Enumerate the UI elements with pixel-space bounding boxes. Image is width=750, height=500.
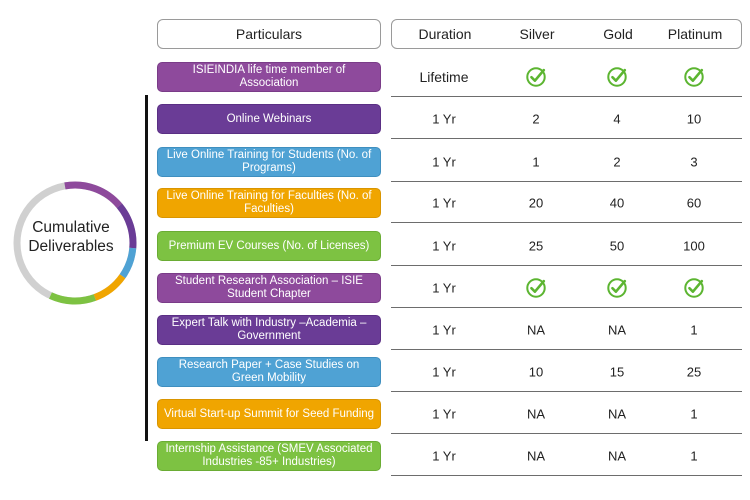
row-label: Virtual Start-up Summit for Seed Funding [157, 399, 381, 429]
row-label-text: Online Webinars [226, 112, 312, 125]
row-label: Expert Talk with Industry –Academia – Go… [157, 315, 381, 345]
row-label: Online Webinars [157, 104, 381, 134]
row-separator [391, 265, 742, 266]
row-label-text: Internship Assistance (SMEV Associated I… [165, 443, 373, 468]
cumulative-deliverables-label: Cumulative Deliverables [28, 219, 114, 255]
row-separator [391, 349, 742, 350]
cumulative-ring [12, 172, 138, 314]
row-separator [391, 391, 742, 392]
row-label-text: ISIEINDIA life time member of Associatio… [192, 64, 346, 89]
row-label-text: Live Online Training for Students (No. o… [166, 149, 372, 174]
row-label-text: Premium EV Courses (No. of Licenses) [168, 239, 370, 252]
cell-duration: 1 Yr [432, 238, 456, 254]
cell-silver: NA [526, 406, 546, 422]
header-particulars-label: Particulars [235, 26, 303, 42]
cell-gold: 4 [613, 111, 621, 127]
row-label: ISIEINDIA life time member of Associatio… [157, 62, 381, 92]
row-label-text: Student Research Association – ISIE Stud… [175, 275, 363, 300]
header-plans: Duration Silver Gold Platinum [391, 19, 742, 49]
cell-duration: 1 Yr [432, 448, 456, 464]
row-separator [391, 433, 742, 434]
cell-silver: NA [526, 448, 546, 464]
header-duration: Duration [418, 26, 472, 42]
cell-silver: 20 [528, 195, 544, 211]
check-icon [606, 277, 628, 299]
cell-gold: 50 [609, 238, 625, 254]
cell-gold: NA [607, 406, 627, 422]
row-separator [391, 96, 742, 97]
row-label: Live Online Training for Students (No. o… [157, 147, 381, 177]
cell-gold: 40 [609, 195, 625, 211]
header-silver: Silver [519, 26, 555, 42]
header-platinum: Platinum [667, 26, 723, 42]
cell-gold: 15 [609, 364, 625, 380]
cell-silver: 2 [532, 111, 540, 127]
section-divider-bar [145, 95, 148, 441]
cell-platinum: 3 [690, 154, 698, 170]
cell-silver: NA [526, 322, 546, 338]
cell-silver: 1 [532, 154, 540, 170]
check-icon [525, 277, 547, 299]
row-label: Live Online Training for Faculties (No. … [157, 188, 381, 218]
cell-silver: 25 [528, 238, 544, 254]
cell-gold: NA [607, 322, 627, 338]
cell-platinum: 60 [686, 195, 702, 211]
check-icon [525, 66, 547, 88]
cell-gold: NA [607, 448, 627, 464]
cell-platinum: 100 [683, 238, 705, 254]
row-separator [391, 222, 742, 223]
cell-platinum: 1 [690, 448, 698, 464]
row-separator [391, 307, 742, 308]
row-separator [391, 181, 742, 182]
header-particulars: Particulars [157, 19, 381, 49]
cell-duration: 1 Yr [432, 406, 456, 422]
cell-duration: 1 Yr [432, 322, 456, 338]
row-label-text: Live Online Training for Faculties (No. … [166, 190, 372, 215]
cell-duration: 1 Yr [432, 154, 456, 170]
cell-silver: 10 [528, 364, 544, 380]
row-separator [391, 475, 742, 476]
header-gold: Gold [603, 26, 633, 42]
check-icon [683, 277, 705, 299]
row-label: Premium EV Courses (No. of Licenses) [157, 231, 381, 261]
cell-duration: 1 Yr [432, 364, 456, 380]
cell-duration: 1 Yr [432, 195, 456, 211]
row-label: Student Research Association – ISIE Stud… [157, 273, 381, 303]
cell-platinum: 1 [690, 322, 698, 338]
row-label-text: Research Paper + Case Studies on Green M… [178, 359, 360, 384]
cell-duration: Lifetime [419, 69, 469, 85]
cell-duration: 1 Yr [432, 280, 456, 296]
cell-platinum: 1 [690, 406, 698, 422]
row-label: Internship Assistance (SMEV Associated I… [157, 441, 381, 471]
cell-platinum: 25 [686, 364, 702, 380]
check-icon [606, 66, 628, 88]
cell-gold: 2 [613, 154, 621, 170]
row-label-text: Expert Talk with Industry –Academia – Go… [171, 317, 367, 342]
row-label: Research Paper + Case Studies on Green M… [157, 357, 381, 387]
cell-duration: 1 Yr [432, 111, 456, 127]
check-icon [683, 66, 705, 88]
row-label-text: Virtual Start-up Summit for Seed Funding [163, 407, 375, 420]
row-separator [391, 138, 742, 139]
cell-platinum: 10 [686, 111, 702, 127]
